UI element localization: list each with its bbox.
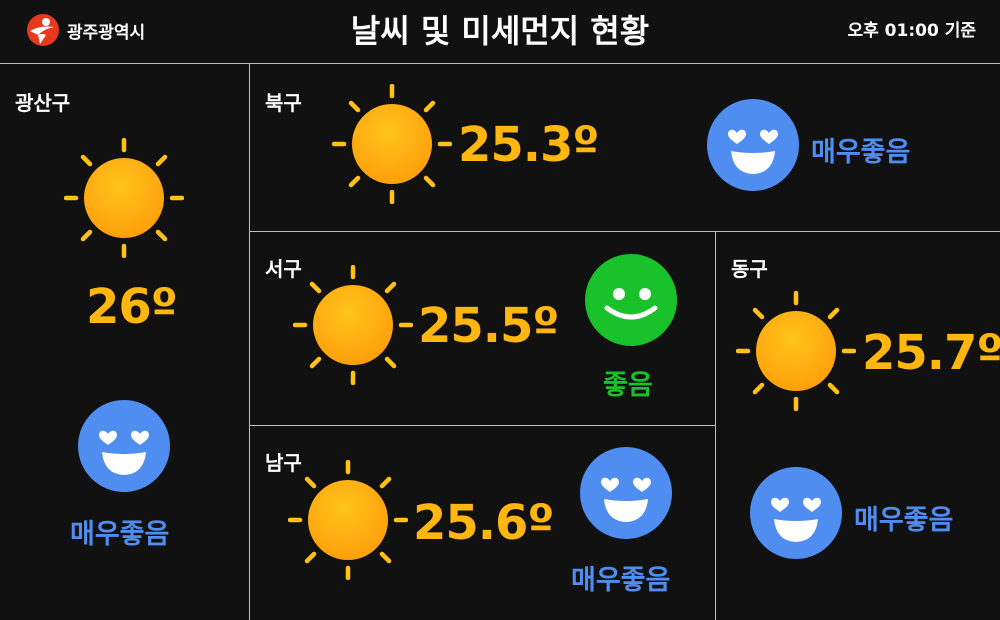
logo: 광주광역시 <box>26 13 145 47</box>
temperature: 25.3º <box>458 117 599 173</box>
heart-eyes-icon <box>750 467 842 559</box>
divider <box>249 63 250 620</box>
divider <box>715 231 716 620</box>
dust-grade: 매우좋음 <box>70 519 170 550</box>
district-panel-buk: 북구 25.3º 매우좋음 <box>249 63 1000 231</box>
district-name: 광산구 <box>15 91 71 115</box>
sun-icon <box>64 138 184 258</box>
sun-icon <box>332 84 452 204</box>
district-panel-seo: 서구 25.5º 좋음 <box>249 231 715 425</box>
sun-icon <box>736 291 856 411</box>
gwangju-logo-icon <box>27 14 59 46</box>
district-panel-gwangsan: 광산구 26º 매우좋음 <box>0 63 249 620</box>
sun-icon <box>293 265 413 385</box>
temperature: 25.6º <box>413 495 554 551</box>
dust-grade: 매우좋음 <box>811 137 911 168</box>
header-bar: 광주광역시 날씨 및 미세먼지 현황 오후 01:00 기준 <box>0 0 1000 64</box>
dust-grade: 좋음 <box>603 370 653 401</box>
district-name: 북구 <box>265 91 302 115</box>
heart-eyes-icon <box>707 99 799 191</box>
dust-grade: 매우좋음 <box>571 565 671 596</box>
district-name: 남구 <box>265 451 302 475</box>
heart-eyes-icon <box>580 447 672 539</box>
page-title: 날씨 및 미세먼지 현황 <box>350 12 650 50</box>
heart-eyes-icon <box>78 400 170 492</box>
temperature: 25.5º <box>418 298 559 354</box>
sun-icon <box>288 460 408 580</box>
dust-grade: 매우좋음 <box>854 505 954 536</box>
district-panel-dong: 동구 25.7º 매우좋음 <box>715 231 1000 620</box>
divider <box>249 231 1000 232</box>
divider <box>249 425 715 426</box>
district-name: 서구 <box>265 257 302 281</box>
update-time: 오후 01:00 기준 <box>847 21 976 41</box>
district-panel-nam: 남구 25.6º 매우좋음 <box>249 425 715 620</box>
temperature: 26º <box>86 279 178 335</box>
logo-text: 광주광역시 <box>67 22 146 43</box>
smile-icon <box>585 254 677 346</box>
temperature: 25.7º <box>862 325 1000 381</box>
district-name: 동구 <box>731 257 768 281</box>
